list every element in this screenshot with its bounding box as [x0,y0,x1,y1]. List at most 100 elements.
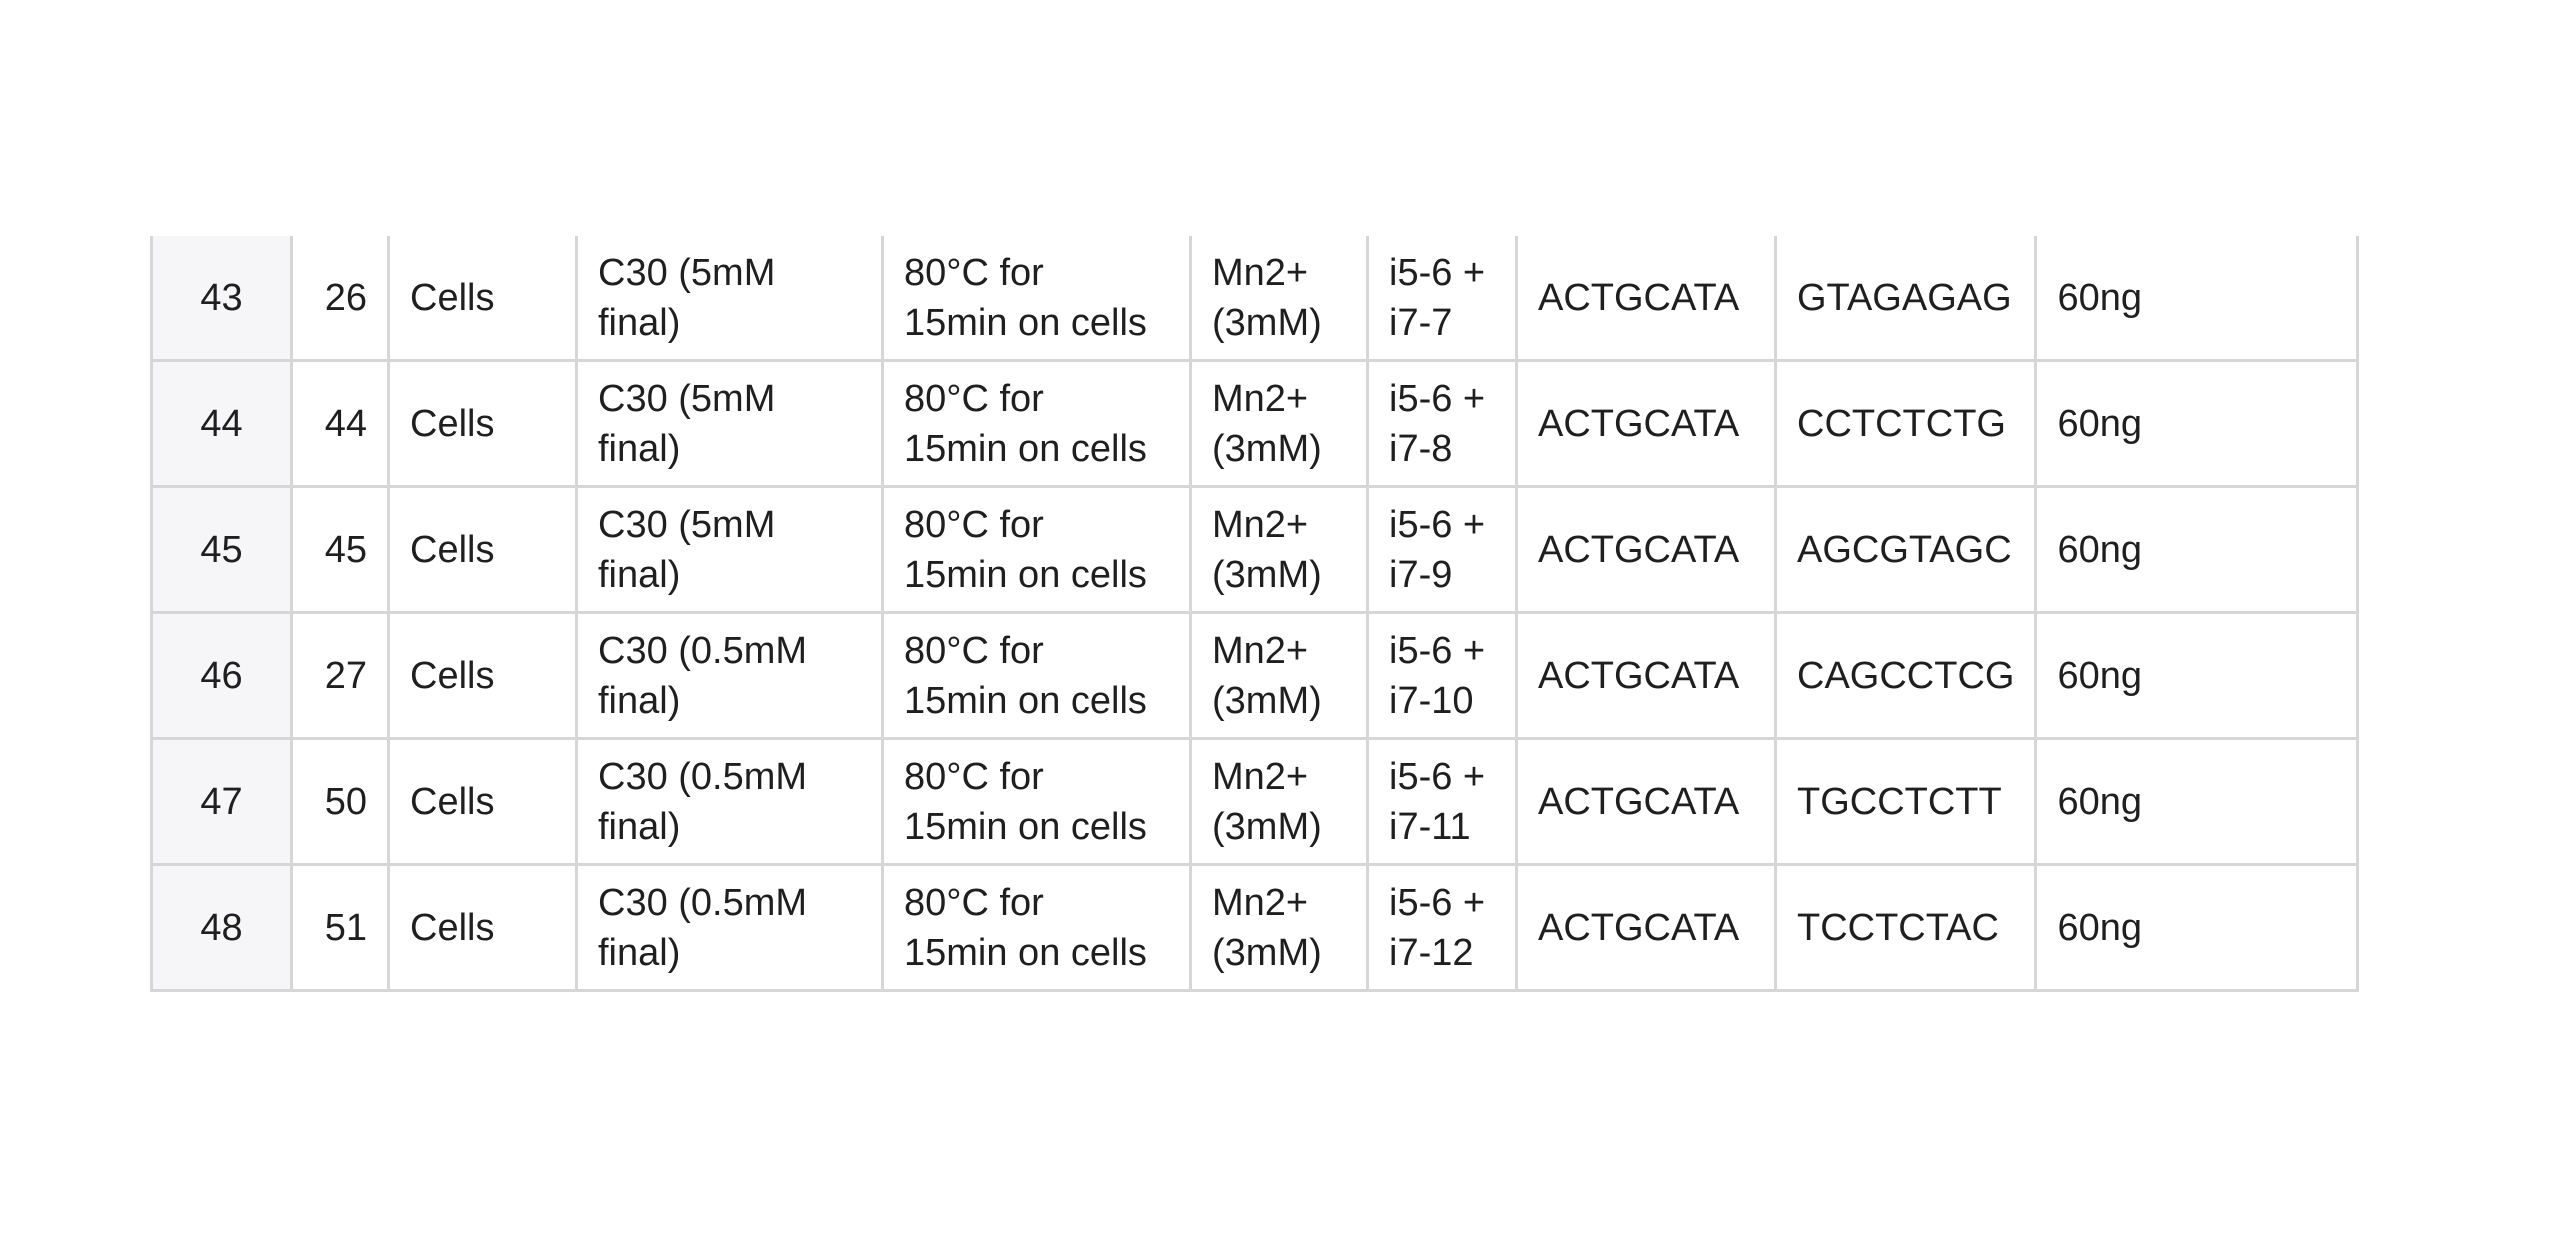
data-table: 43 26 Cells C30 (5mM final) 80°C for 15min on … [150,236,2360,992]
index-cell[interactable]: i5-6 + i7-11 [1366,737,1518,866]
i5-sequence-cell[interactable]: ACTGCATA [1515,485,1777,614]
cation-line: (3mM) [1212,553,1322,596]
additive-cell[interactable]: C30 (5mM final) [575,359,884,488]
additive-cell[interactable]: C30 (5mM final) [575,236,884,362]
cation-cell[interactable]: Mn2+ (3mM) [1189,236,1369,362]
sample-cell[interactable]: Cells [387,236,578,362]
additive-line: final) [598,679,681,722]
amount-cell[interactable]: 60ng [2034,737,2360,866]
additive-line: final) [598,427,681,470]
sample-cell[interactable]: Cells [387,611,578,740]
index-cell[interactable]: i5-6 + i7-7 [1366,236,1518,362]
index-line: i5-6 + [1389,377,1486,420]
treatment-line: 15min on cells [904,553,1147,596]
additive-line: C30 (0.5mM [598,881,808,924]
additive-line: C30 (5mM [598,503,776,546]
amount-cell[interactable]: 60ng [2034,863,2360,992]
id-cell[interactable]: 50 [290,737,390,866]
sample-cell[interactable]: Cells [387,485,578,614]
i7-sequence-cell[interactable]: CAGCCTCG [1773,611,2038,740]
index-line: i7-7 [1389,301,1453,344]
treatment-line: 80°C for [904,251,1044,294]
index-line: i5-6 + [1389,629,1486,672]
i7-sequence-cell[interactable]: CCTCTCTG [1773,359,2038,488]
i7-sequence-cell[interactable]: GTAGAGAG [1773,236,2038,362]
i7-sequence-cell[interactable]: TGCCTCTT [1773,737,2038,866]
index-cell[interactable]: i5-6 + i7-8 [1366,359,1518,488]
treatment-line: 15min on cells [904,805,1147,848]
additive-line: final) [598,931,681,974]
additive-cell[interactable]: C30 (0.5mM final) [575,611,884,740]
cation-line: Mn2+ [1212,377,1309,420]
cation-cell[interactable]: Mn2+ (3mM) [1189,863,1369,992]
i5-sequence-cell[interactable]: ACTGCATA [1515,236,1777,362]
treatment-line: 80°C for [904,881,1044,924]
treatment-line: 15min on cells [904,427,1147,470]
i5-sequence-cell[interactable]: ACTGCATA [1515,359,1777,488]
sample-cell[interactable]: Cells [387,359,578,488]
table-row: 44 44 Cells C30 (5mM final) 80°C for 15min on … [150,359,2360,488]
treatment-line: 15min on cells [904,931,1147,974]
amount-cell[interactable]: 60ng [2034,236,2360,362]
table-row: 43 26 Cells C30 (5mM final) 80°C for 15min on … [150,236,2360,362]
row-header-cell[interactable]: 46 [150,611,293,740]
i5-sequence-cell[interactable]: ACTGCATA [1515,611,1777,740]
treatment-cell[interactable]: 80°C for 15min on cells [881,359,1192,488]
row-header-cell[interactable]: 47 [150,737,293,866]
additive-cell[interactable]: C30 (5mM final) [575,485,884,614]
treatment-line: 80°C for [904,377,1044,420]
id-cell[interactable]: 44 [290,359,390,488]
amount-cell[interactable]: 60ng [2034,485,2360,614]
index-line: i5-6 + [1389,251,1486,294]
row-header-cell[interactable]: 48 [150,863,293,992]
i5-sequence-cell[interactable]: ACTGCATA [1515,737,1777,866]
i7-sequence-cell[interactable]: AGCGTAGC [1773,485,2038,614]
additive-cell[interactable]: C30 (0.5mM final) [575,737,884,866]
additive-line: final) [598,553,681,596]
treatment-cell[interactable]: 80°C for 15min on cells [881,863,1192,992]
i7-sequence-cell[interactable]: TCCTCTAC [1773,863,2038,992]
table-row: 48 51 Cells C30 (0.5mM final) 80°C for 15min o… [150,863,2360,992]
row-header-cell[interactable]: 43 [150,236,293,362]
treatment-line: 80°C for [904,503,1044,546]
row-header-cell[interactable]: 45 [150,485,293,614]
index-line: i7-12 [1389,931,1474,974]
treatment-cell[interactable]: 80°C for 15min on cells [881,236,1192,362]
index-cell[interactable]: i5-6 + i7-10 [1366,611,1518,740]
sample-cell[interactable]: Cells [387,863,578,992]
id-cell[interactable]: 27 [290,611,390,740]
id-cell[interactable]: 26 [290,236,390,362]
i5-sequence-cell[interactable]: ACTGCATA [1515,863,1777,992]
sample-cell[interactable]: Cells [387,737,578,866]
cation-line: (3mM) [1212,301,1322,344]
cation-line: Mn2+ [1212,629,1309,672]
cation-line: (3mM) [1212,931,1322,974]
id-cell[interactable]: 45 [290,485,390,614]
cation-line: Mn2+ [1212,251,1309,294]
treatment-line: 15min on cells [904,301,1147,344]
cation-cell[interactable]: Mn2+ (3mM) [1189,611,1369,740]
index-line: i5-6 + [1389,755,1486,798]
cation-line: Mn2+ [1212,755,1309,798]
cation-line: (3mM) [1212,805,1322,848]
cation-line: (3mM) [1212,679,1322,722]
index-cell[interactable]: i5-6 + i7-9 [1366,485,1518,614]
amount-cell[interactable]: 60ng [2034,359,2360,488]
cation-cell[interactable]: Mn2+ (3mM) [1189,485,1369,614]
cation-cell[interactable]: Mn2+ (3mM) [1189,359,1369,488]
treatment-cell[interactable]: 80°C for 15min on cells [881,611,1192,740]
additive-line: C30 (5mM [598,377,776,420]
treatment-cell[interactable]: 80°C for 15min on cells [881,485,1192,614]
index-line: i7-10 [1389,679,1474,722]
index-line: i7-9 [1389,553,1453,596]
treatment-cell[interactable]: 80°C for 15min on cells [881,737,1192,866]
index-line: i7-11 [1389,805,1471,848]
id-cell[interactable]: 51 [290,863,390,992]
cation-cell[interactable]: Mn2+ (3mM) [1189,737,1369,866]
table-row: 46 27 Cells C30 (0.5mM final) 80°C for 15min o… [150,611,2360,740]
index-cell[interactable]: i5-6 + i7-12 [1366,863,1518,992]
row-header-cell[interactable]: 44 [150,359,293,488]
additive-cell[interactable]: C30 (0.5mM final) [575,863,884,992]
additive-line: C30 (5mM [598,251,776,294]
amount-cell[interactable]: 60ng [2034,611,2360,740]
